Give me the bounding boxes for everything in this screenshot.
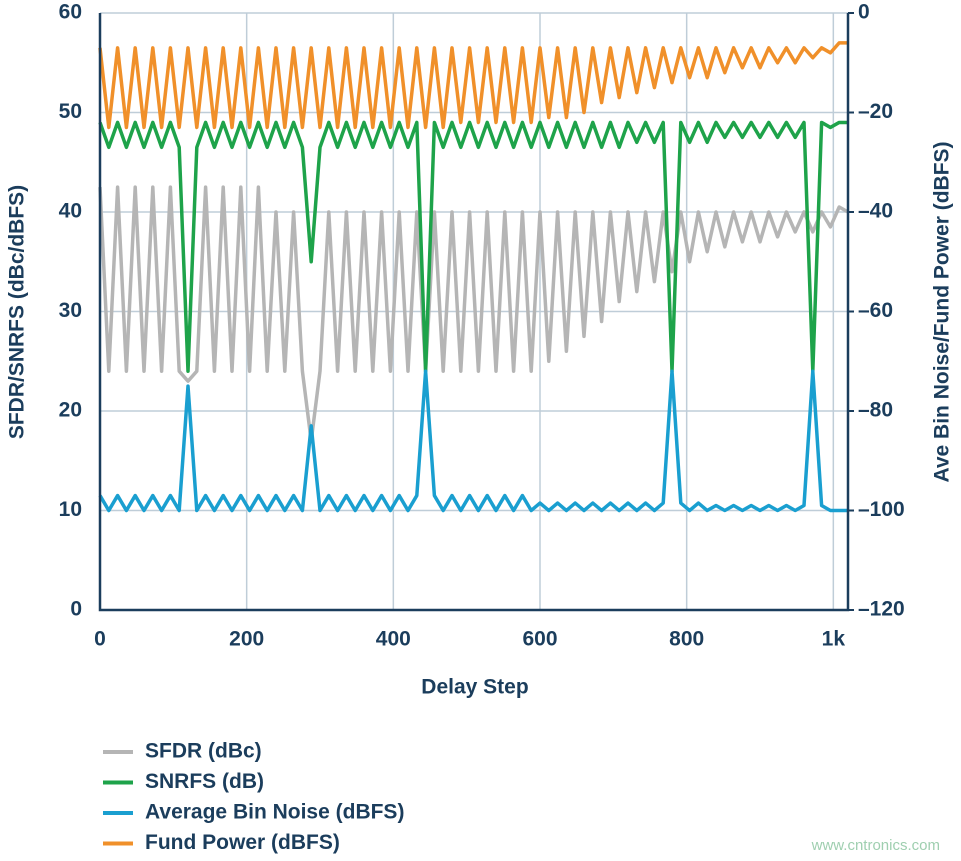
x-axis-title: Delay Step <box>421 676 528 699</box>
legend-label: SFDR (dBc) <box>145 740 262 763</box>
series-line <box>98 120 848 373</box>
legend-label: Fund Power (dBFS) <box>145 831 340 854</box>
y-tick-label: 50 <box>59 100 82 123</box>
y-tick-label: 60 <box>59 1 82 24</box>
y-tick-label: 30 <box>59 299 82 322</box>
axis-frame <box>98 13 850 612</box>
y-tick-label: 10 <box>59 498 82 521</box>
y2-tick-label: –40 <box>858 200 893 223</box>
x-tick-label: 600 <box>522 628 557 651</box>
x-tick-label: 1k <box>822 628 846 651</box>
y-tick-label: 0 <box>70 598 82 621</box>
x-tick-label: 0 <box>94 628 106 651</box>
y2-tick-label: –100 <box>858 498 905 521</box>
watermark: www.cntronics.com <box>811 837 940 854</box>
x-tick-label: 800 <box>669 628 704 651</box>
y-tick-label: 20 <box>59 399 82 422</box>
y-tick-label: 40 <box>59 200 82 223</box>
series-line <box>98 369 848 513</box>
y2-axis-title: Ave Bin Noise/Fund Power (dBFS) <box>931 141 954 482</box>
x-tick-label: 400 <box>376 628 411 651</box>
legend-label: Average Bin Noise (dBFS) <box>145 801 404 824</box>
x-tick-label: 200 <box>229 628 264 651</box>
y-axis-title: SFDR/SNRFS (dBc/dBFS) <box>6 185 29 439</box>
y2-tick-label: –60 <box>858 299 893 322</box>
y2-tick-label: 0 <box>858 1 870 24</box>
series-line <box>98 41 848 130</box>
y2-tick-label: –20 <box>858 100 893 123</box>
series-line <box>98 185 849 443</box>
y2-tick-label: –120 <box>858 598 905 621</box>
legend-label: SNRFS (dB) <box>145 770 264 793</box>
y2-tick-label: –80 <box>858 399 893 422</box>
